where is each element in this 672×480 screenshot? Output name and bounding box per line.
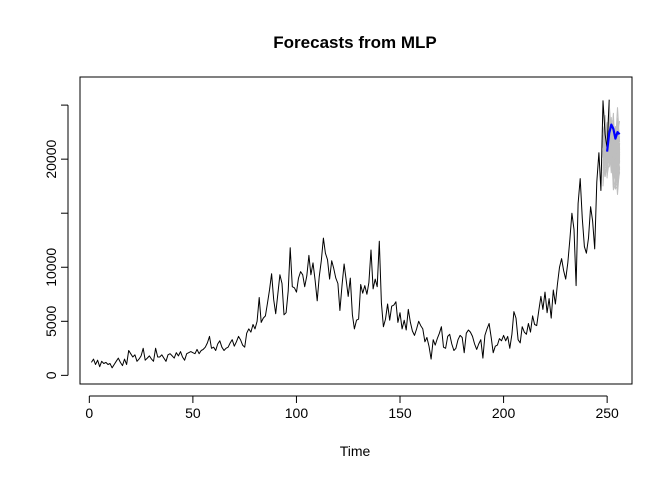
y-tick-label: 5000 <box>43 306 59 337</box>
x-tick-label: 50 <box>185 405 201 421</box>
y-tick-label: 0 <box>43 371 59 379</box>
y-tick-label: 20000 <box>43 140 59 179</box>
history-series <box>90 99 610 369</box>
simulation-path <box>602 129 621 168</box>
x-tick-label: 100 <box>285 405 309 421</box>
plot-frame <box>79 76 633 385</box>
chart-title: Forecasts from MLP <box>273 33 436 52</box>
x-tick-label: 200 <box>492 405 516 421</box>
simulation-paths <box>602 103 621 195</box>
x-axis-label: Time <box>340 443 371 459</box>
y-tick-label: 10000 <box>43 248 59 287</box>
x-tick-label: 150 <box>388 405 412 421</box>
x-axis: 0 50 100 150 200 250 <box>85 395 619 421</box>
x-tick-label: 0 <box>85 405 93 421</box>
history-line <box>90 99 610 369</box>
y-axis: 0 5000 10000 20000 <box>43 104 69 379</box>
forecast-series <box>606 123 621 152</box>
x-tick-label: 250 <box>595 405 619 421</box>
forecast-line <box>606 123 621 152</box>
